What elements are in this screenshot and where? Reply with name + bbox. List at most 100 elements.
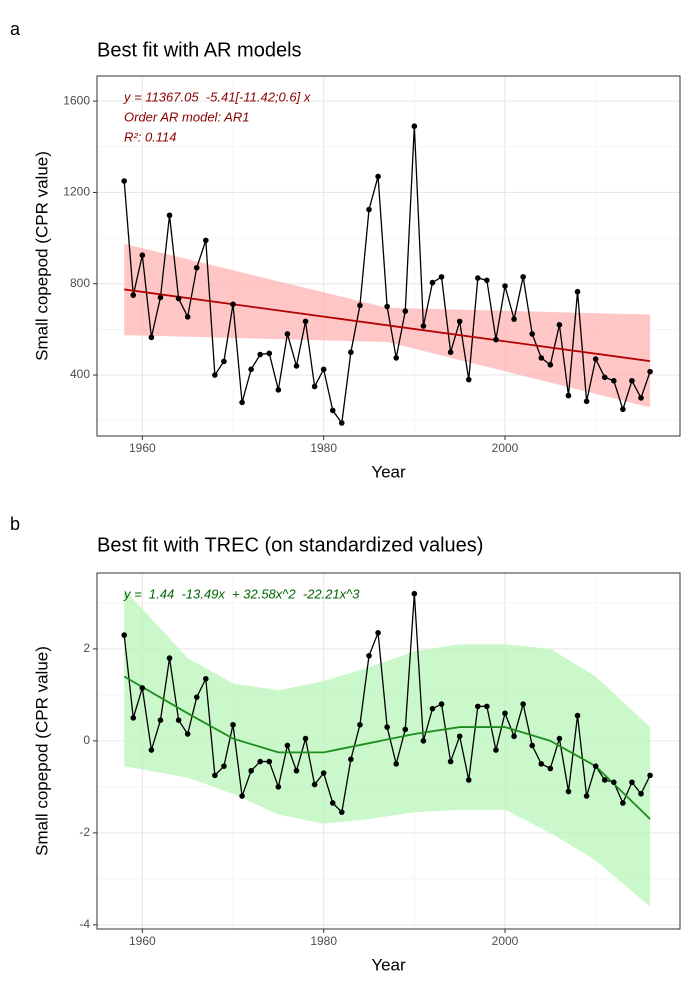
data-point [175, 295, 182, 302]
x-axis-title: Year [371, 462, 406, 481]
data-point [329, 407, 336, 414]
data-point [284, 742, 291, 749]
data-point [121, 178, 128, 184]
data-point [193, 264, 200, 271]
data-point [293, 363, 300, 369]
data-point [402, 726, 409, 733]
data-point [366, 206, 372, 213]
y-axis-title: Small copepod (CPR value) [32, 151, 51, 361]
data-point [620, 406, 626, 413]
data-point [384, 303, 390, 310]
data-point [447, 349, 454, 356]
data-point [402, 308, 409, 314]
y-tick-label: 0 [83, 733, 90, 747]
data-point [375, 173, 381, 180]
data-point [475, 703, 481, 710]
data-point [620, 800, 626, 806]
data-point [348, 349, 354, 356]
data-point [393, 761, 400, 767]
data-point [465, 376, 472, 383]
data-point [547, 765, 554, 772]
data-point [357, 302, 363, 309]
annotation: y = 1.44 -13.49x + 32.58x^2 -22.21x^3 [123, 586, 360, 601]
data-point [184, 314, 191, 320]
data-point [475, 275, 481, 281]
data-point [520, 701, 526, 707]
data-point [493, 747, 499, 753]
data-point [221, 358, 227, 365]
data-point [465, 777, 472, 783]
data-point [583, 793, 590, 799]
data-point [601, 374, 608, 381]
data-point [248, 767, 254, 774]
data-point [157, 294, 164, 301]
data-point [484, 703, 490, 710]
data-point [266, 350, 273, 357]
data-point [239, 399, 245, 406]
data-point [438, 274, 445, 280]
data-point [511, 316, 517, 322]
y-axis-title: Small copepod (CPR value) [32, 646, 51, 856]
data-point [429, 279, 436, 286]
data-point [384, 724, 390, 730]
data-point [239, 793, 245, 799]
fit-line [123, 675, 651, 820]
data-point [130, 715, 137, 721]
data-point [302, 318, 309, 325]
data-point [339, 809, 345, 815]
data-point [420, 738, 427, 744]
data-point [411, 590, 418, 597]
panel-label: a [10, 19, 21, 39]
data-point [456, 318, 463, 325]
y-tick-label: 1600 [63, 93, 90, 107]
data-point [502, 283, 508, 289]
data-point [284, 331, 291, 337]
data-point [157, 717, 164, 723]
data-point [583, 398, 590, 405]
confidence-band [124, 589, 651, 907]
x-axis-title: Year [371, 955, 406, 974]
data-point [638, 395, 644, 401]
x-tick-label: 1960 [129, 934, 156, 948]
data-point [375, 629, 381, 636]
data-point [393, 355, 400, 361]
x-tick-label: 2000 [492, 441, 519, 455]
x-tick-label: 2000 [492, 934, 519, 948]
data-point [611, 779, 617, 786]
annotation: y = 11367.05 -5.41[-11.42;0.6] x [123, 89, 311, 104]
data-point [293, 767, 300, 774]
data-point [311, 383, 318, 390]
data-point [556, 735, 563, 742]
data-point [456, 733, 463, 740]
data-point [511, 733, 517, 740]
data-point [148, 747, 155, 753]
data-point [429, 705, 436, 712]
data-point [266, 758, 273, 765]
data-point [348, 756, 354, 763]
data-point [257, 758, 264, 765]
data-point [193, 694, 200, 700]
data-point [502, 710, 508, 717]
data-point [357, 721, 363, 728]
data-point [574, 288, 581, 295]
data-point [275, 387, 282, 393]
data-point [230, 721, 236, 728]
x-tick-label: 1980 [310, 934, 337, 948]
data-point [538, 355, 545, 361]
data-point [611, 377, 617, 384]
data-point [166, 655, 173, 661]
data-point [411, 123, 418, 130]
fit-line [124, 288, 651, 363]
data-point [366, 652, 372, 659]
data-point [184, 731, 191, 737]
y-tick-label: -4 [79, 917, 90, 931]
data-point [121, 632, 128, 638]
data-point [565, 392, 572, 399]
data-point [601, 777, 608, 783]
data-point [230, 301, 236, 308]
data-point [248, 366, 254, 373]
data-point [538, 761, 545, 767]
data-point [638, 790, 644, 797]
